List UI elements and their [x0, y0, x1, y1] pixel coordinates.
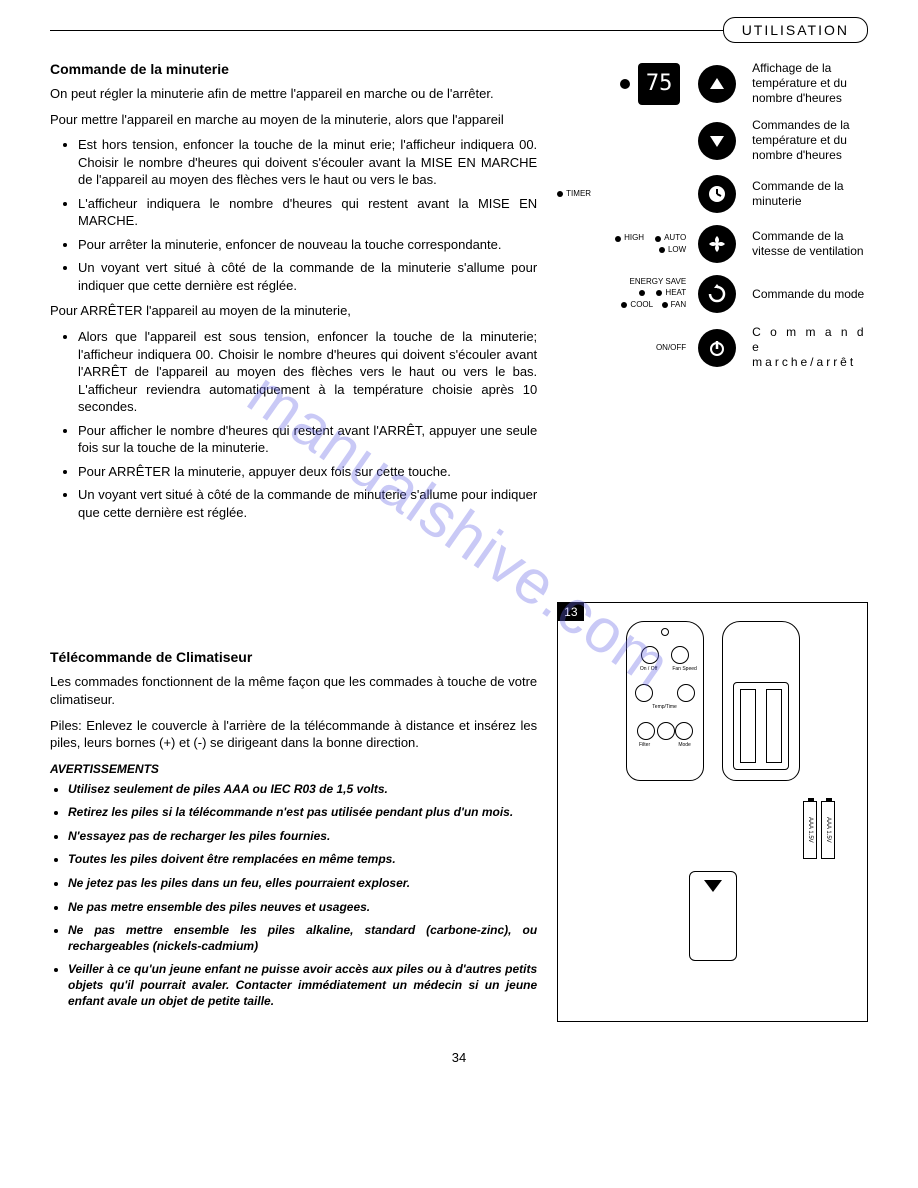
- remote-led: [661, 628, 669, 636]
- list-item: Retirez les piles si la télécommande n'e…: [68, 805, 537, 821]
- section1-title: Commande de la minuterie: [50, 61, 537, 77]
- fan-label: Commande de la vitesse de ventilation: [742, 229, 868, 259]
- remote-filter-button[interactable]: [637, 722, 655, 740]
- clock-icon: [707, 184, 727, 204]
- section1-p1: On peut régler la minuterie afin de mett…: [50, 85, 537, 103]
- section2-title: Télécommande de Climatiseur: [50, 649, 537, 665]
- cool-indicator: COOL: [630, 301, 653, 310]
- list-item: Est hors tension, enfoncer la touche de …: [78, 136, 537, 189]
- battery-aaa: AAA 1.5V: [821, 801, 835, 859]
- down-button[interactable]: [698, 122, 736, 160]
- list-item: L'afficheur indiquera le nombre d'heures…: [78, 195, 537, 230]
- timer-indicator-label: TIMER: [566, 190, 591, 199]
- mode-button[interactable]: [698, 275, 736, 313]
- display-label: Affichage de la température et du nombre…: [742, 61, 868, 106]
- auto-indicator: AUTO: [664, 234, 686, 243]
- batteries-illustration: AAA 1.5V AAA 1.5V: [570, 801, 835, 859]
- arrow-up-icon: [707, 74, 727, 94]
- warnings-list: Utilisez seulement de piles AAA ou IEC R…: [50, 782, 537, 1010]
- remote-front: On / Off Fan Speed Temp/Time Filter Mode: [626, 621, 704, 781]
- list-item: Ne jetez pas les piles dans un feu, elle…: [68, 876, 537, 892]
- list-item: Alors que l'appareil est sous tension, e…: [78, 328, 537, 416]
- list-item: Pour afficher le nombre d'heures qui res…: [78, 422, 537, 457]
- remote-temptime-label: Temp/Time: [651, 704, 679, 710]
- fan-icon: [707, 234, 727, 254]
- timer-label: Commande de la minuterie: [742, 179, 868, 209]
- power-icon: [707, 338, 727, 358]
- mode-label: Commande du mode: [742, 287, 868, 302]
- battery-aaa: AAA 1.5V: [803, 801, 817, 859]
- onoff-indicator: ON/OFF: [656, 343, 686, 352]
- power-label: C o m m a n d e marche/arrêt: [742, 325, 868, 370]
- arrow-down-icon: [707, 131, 727, 151]
- header-rule: UTILISATION: [50, 30, 868, 31]
- fan-speed-button[interactable]: [698, 225, 736, 263]
- remote-mode-label: Mode: [671, 742, 699, 748]
- high-indicator: HIGH: [624, 234, 644, 243]
- left-column: Commande de la minuterie On peut régler …: [50, 61, 537, 1022]
- list-item: N'essayez pas de recharger les piles fou…: [68, 829, 537, 845]
- remote-timer-button[interactable]: [657, 722, 675, 740]
- right-column: 75 Affichage de la température et du nom…: [557, 61, 868, 1022]
- list-item: Toutes les piles doivent être remplacées…: [68, 852, 537, 868]
- remote-fanspeed-button[interactable]: [671, 646, 689, 664]
- timer-button[interactable]: [698, 175, 736, 213]
- list-item: Un voyant vert situé à côté de la comman…: [78, 486, 537, 521]
- list-item: Ne pas mettre ensemble les piles alkalin…: [68, 923, 537, 954]
- updown-label: Commandes de la température et du nombre…: [742, 118, 868, 163]
- list-item: Pour ARRÊTER la minuterie, appuyer deux …: [78, 463, 537, 481]
- cover-arrow-icon: [704, 880, 722, 892]
- remote-onoff-label: On / Off: [635, 666, 663, 672]
- fan-indicator: FAN: [671, 301, 687, 310]
- section2-p2: Piles: Enlevez le couvercle à l'arrière …: [50, 717, 537, 752]
- remote-tempdown-button[interactable]: [635, 684, 653, 702]
- up-button[interactable]: [698, 65, 736, 103]
- control-panel-diagram: 75 Affichage de la température et du nom…: [557, 61, 868, 370]
- figure-13: 13 On / Off Fan Speed Temp/Time Filter: [557, 602, 868, 1022]
- power-button[interactable]: [698, 329, 736, 367]
- figure-number: 13: [558, 603, 583, 621]
- list-item: Veiller à ce qu'un jeune enfant ne puiss…: [68, 962, 537, 1009]
- battery-slot: [766, 689, 782, 763]
- energy-save-indicator: ENERGY SAVE: [630, 278, 687, 287]
- remote-filter-label: Filter: [631, 742, 659, 748]
- list-item: Pour arrêter la minuterie, enfoncer de n…: [78, 236, 537, 254]
- section1-p3: Pour ARRÊTER l'appareil au moyen de la m…: [50, 302, 537, 320]
- indicator-dot: [620, 79, 630, 89]
- header-section-badge: UTILISATION: [723, 17, 868, 43]
- section1-p2: Pour mettre l'appareil en marche au moye…: [50, 111, 537, 129]
- list-item: Ne pas metre ensemble des piles neuves e…: [68, 900, 537, 916]
- list-item: Un voyant vert situé à côté de la comman…: [78, 259, 537, 294]
- remote-back: [722, 621, 800, 781]
- section2-p1: Les commades fonctionnent de la même faç…: [50, 673, 537, 708]
- section1-list-b: Alors que l'appareil est sous tension, e…: [50, 328, 537, 521]
- remote-onoff-button[interactable]: [641, 646, 659, 664]
- remote-fanspeed-label: Fan Speed: [671, 666, 699, 672]
- warnings-title: AVERTISSEMENTS: [50, 762, 537, 776]
- battery-cover: [689, 871, 737, 961]
- page-number: 34: [50, 1050, 868, 1065]
- battery-compartment: [733, 682, 789, 770]
- heat-indicator: HEAT: [665, 289, 686, 298]
- remote-mode-button[interactable]: [675, 722, 693, 740]
- temperature-display: 75: [638, 63, 680, 105]
- low-indicator: LOW: [668, 246, 686, 255]
- list-item: Utilisez seulement de piles AAA ou IEC R…: [68, 782, 537, 798]
- battery-slot: [740, 689, 756, 763]
- remote-tempup-button[interactable]: [677, 684, 695, 702]
- section1-list-a: Est hors tension, enfoncer la touche de …: [50, 136, 537, 294]
- cycle-icon: [707, 284, 727, 304]
